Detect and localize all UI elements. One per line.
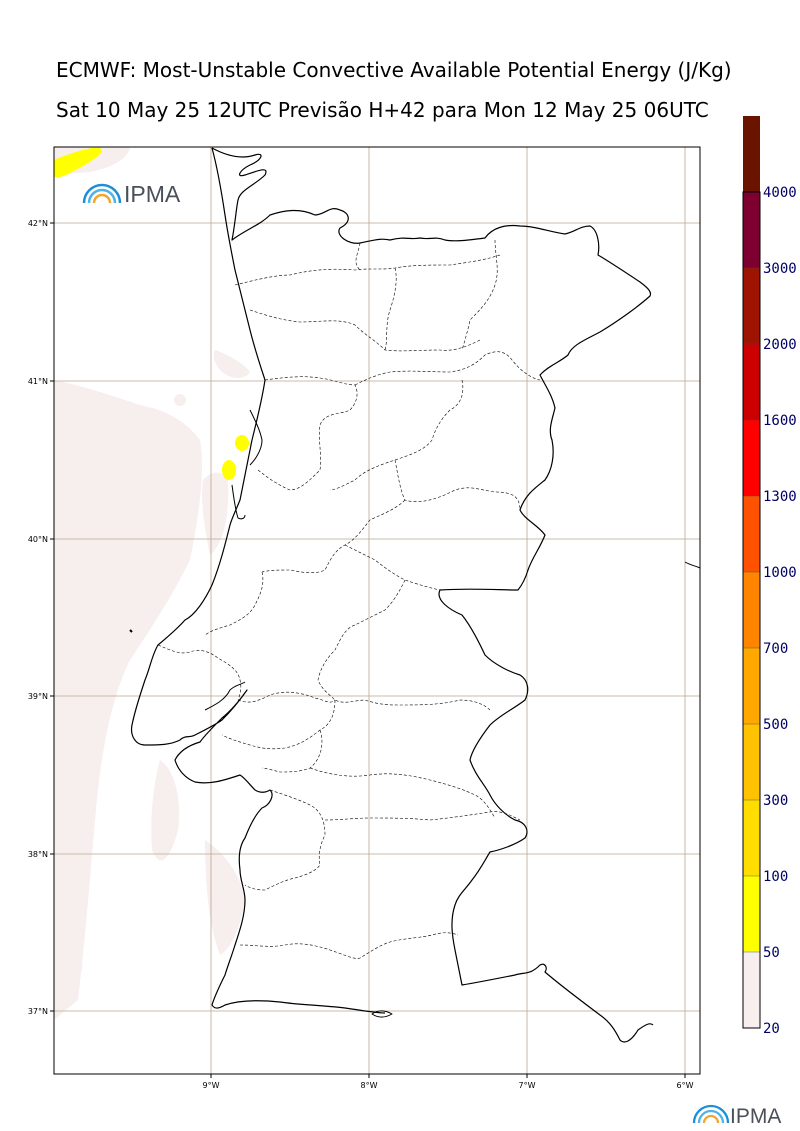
- coastline: [129, 147, 700, 1043]
- lon-label: 8°W: [361, 1081, 378, 1090]
- ipma-logo-footer: IPMA: [692, 1104, 781, 1128]
- colorbar-label: 50: [763, 945, 780, 961]
- map-title: ECMWF: Most-Unstable Convective Availabl…: [56, 58, 732, 82]
- colorbar: 20 50 100 300 500 700 1000 1300 1600 2000 3000 4000: [742, 116, 797, 1037]
- colorbar-label: 4000: [763, 185, 797, 201]
- colorbar-label: 1300: [763, 489, 797, 505]
- colorbar-segment: [743, 876, 760, 952]
- colorbar-label: 1600: [763, 413, 797, 429]
- lon-label: 9°W: [203, 1081, 220, 1090]
- lat-label: 39°N: [28, 692, 48, 701]
- district-borders: [157, 239, 541, 959]
- lat-label: 37°N: [28, 1007, 48, 1016]
- colorbar-segment: [743, 192, 760, 268]
- lat-label: 41°N: [28, 377, 48, 386]
- colorbar-label: 1000: [763, 565, 797, 581]
- colorbar-segment: [743, 800, 760, 876]
- colorbar-label: 700: [763, 641, 788, 657]
- colorbar-segment: [743, 572, 760, 648]
- colorbar-segment: [743, 952, 760, 1028]
- lat-label: 40°N: [28, 535, 48, 544]
- map-frame: [53, 146, 701, 1075]
- map-subtitle: Sat 10 May 25 12UTC Previsão H+42 para M…: [56, 98, 709, 122]
- colorbar-segment: [743, 648, 760, 724]
- cape-shading-50: [54, 147, 249, 480]
- ipma-logo: IPMA: [82, 181, 181, 207]
- map-area: [54, 147, 700, 1074]
- ipma-logo-text: IPMA: [124, 181, 181, 207]
- colorbar-label: 2000: [763, 337, 797, 353]
- lon-label: 6°W: [677, 1081, 694, 1090]
- axis-ticks: [50, 222, 686, 1078]
- colorbar-segment: [743, 344, 760, 420]
- colorbar-segment: [743, 724, 760, 800]
- colorbar-segment: [743, 496, 760, 572]
- lon-label: 7°W: [519, 1081, 536, 1090]
- lat-label: 42°N: [28, 219, 48, 228]
- colorbar-label: 300: [763, 793, 788, 809]
- colorbar-segment: [743, 268, 760, 344]
- colorbar-label: 100: [763, 869, 788, 885]
- colorbar-segment: [743, 420, 760, 496]
- ipma-logo-footer-text: IPMA: [730, 1105, 781, 1128]
- lat-label: 38°N: [28, 850, 48, 859]
- colorbar-label: 20: [763, 1021, 780, 1037]
- colorbar-segment: [743, 116, 760, 192]
- colorbar-frame: [742, 191, 761, 1029]
- graticule: [54, 147, 700, 1074]
- colorbar-label: 500: [763, 717, 788, 733]
- colorbar-label: 3000: [763, 261, 797, 277]
- cape-shading-low: [54, 147, 250, 1020]
